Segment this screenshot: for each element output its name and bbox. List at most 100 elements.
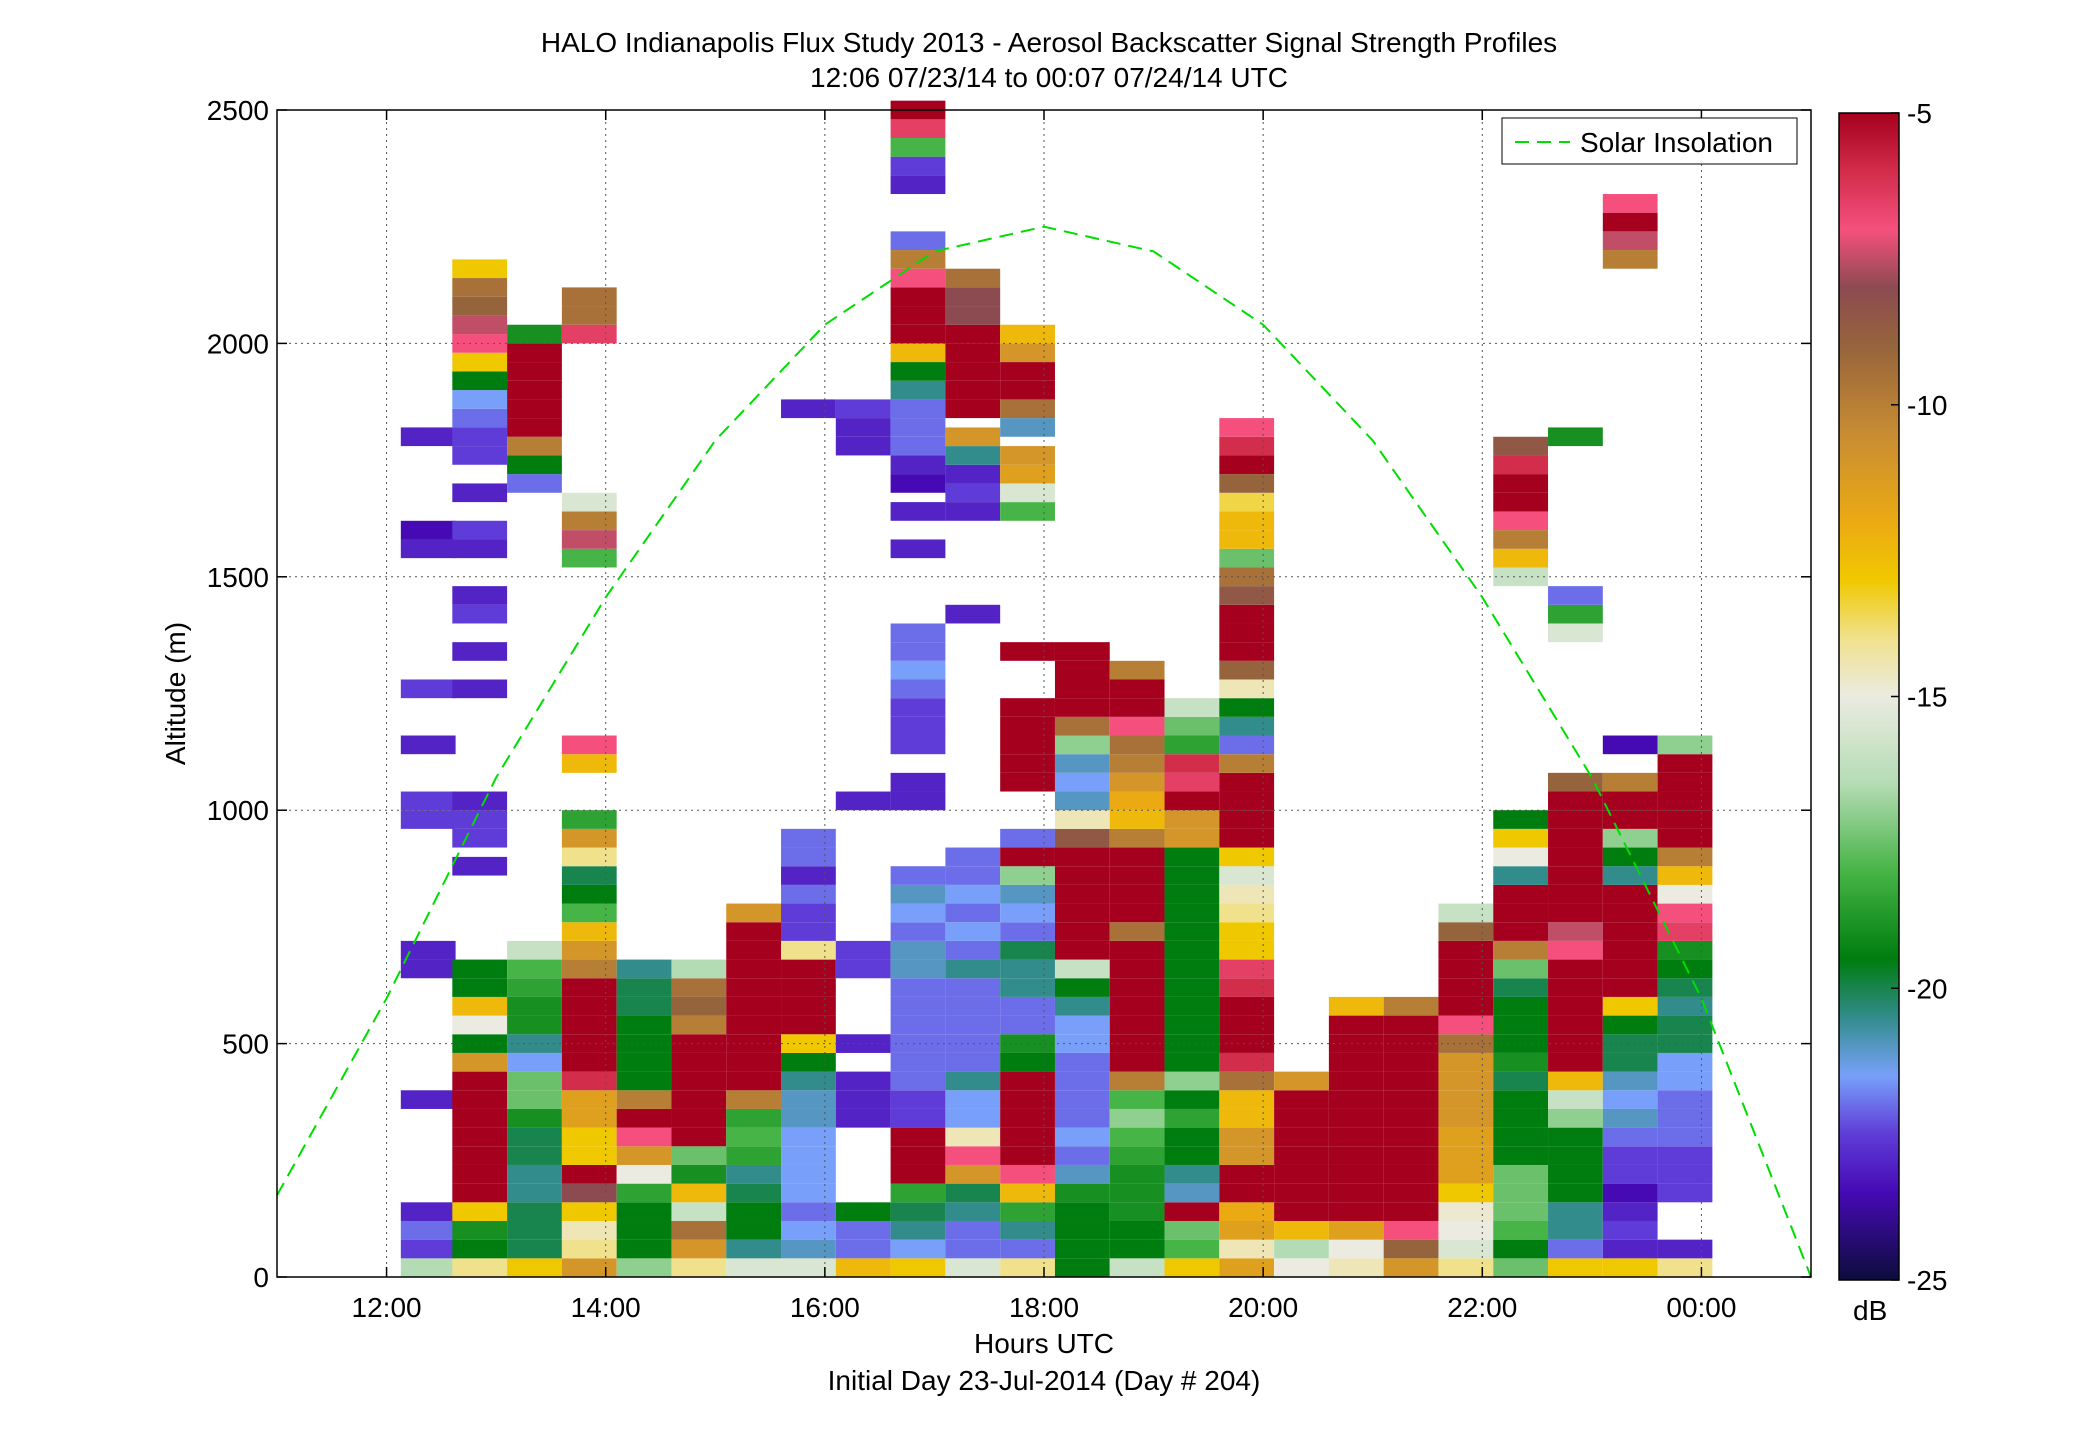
heatmap-cell-13-32 — [1109, 660, 1165, 680]
heatmap-cell-19-15 — [1438, 978, 1494, 997]
heatmap-cell-22-17 — [1602, 940, 1658, 960]
heatmap-cell-13-17 — [1109, 940, 1165, 960]
heatmap-cell-22-25 — [1602, 791, 1658, 811]
heatmap-cell-2-12 — [507, 1034, 562, 1053]
heatmap-cell-3-15 — [561, 978, 617, 997]
heatmap-cell-13-19 — [1109, 903, 1165, 923]
heatmap-cell-9-37 — [890, 399, 946, 419]
heatmap-cell-12-28 — [1054, 735, 1110, 755]
heatmap-cell-11-14 — [1000, 996, 1055, 1016]
heatmap-cell-11-13 — [1000, 1015, 1055, 1035]
heatmap-cell-7-2 — [781, 1220, 836, 1240]
heatmap-cell-23-18 — [1657, 884, 1713, 904]
heatmap-cell-23-3 — [1657, 1164, 1713, 1184]
x-axis-label: Hours UTC — [974, 1328, 1114, 1359]
heatmap-cell-14-15 — [1164, 978, 1220, 997]
heatmap-cell-4-2 — [616, 1220, 672, 1240]
heatmap-cell-14-6 — [1164, 1146, 1220, 1165]
heatmap-cell-21-16 — [1548, 959, 1603, 979]
y-tick-label-3: 1500 — [207, 562, 269, 593]
heatmap-cell-15-19 — [1219, 903, 1275, 923]
heatmap-cell-7-7 — [781, 1127, 836, 1147]
heatmap-cell-14-25 — [1164, 791, 1220, 811]
heatmap-cell-13-20 — [1109, 884, 1165, 904]
heatmap-cell-11-39 — [1000, 324, 1055, 344]
heatmap-cell-9-4 — [890, 1183, 946, 1203]
heatmap-cell-23-17 — [1657, 903, 1713, 923]
heatmap-cell-8-13 — [835, 399, 891, 419]
heatmap-cell-23-8 — [1657, 1071, 1713, 1091]
heatmap-cell-17-2 — [1328, 1220, 1384, 1240]
heatmap-cell-4-1 — [616, 1239, 672, 1259]
heatmap-cell-8-8 — [835, 959, 891, 979]
heatmap-cell-12-16 — [1054, 959, 1110, 979]
heatmap-cell-14-0 — [1164, 1258, 1220, 1277]
heatmap-cell-15-30 — [1219, 698, 1275, 717]
heatmap-cell-18-11 — [1383, 1052, 1439, 1072]
heatmap-cell-9-3 — [890, 1202, 946, 1221]
heatmap-cell-13-5 — [1109, 1164, 1165, 1184]
heatmap-cell-21-14 — [1548, 996, 1603, 1016]
heatmap-cell-3-5 — [561, 1164, 617, 1184]
heatmap-cell-14-30 — [1164, 698, 1220, 717]
heatmap-cell-8-10 — [835, 791, 891, 811]
heatmap-cell-19-2 — [1438, 1220, 1494, 1240]
heatmap-cell-3-31 — [561, 324, 617, 344]
heatmap-cell-9-6 — [890, 1146, 946, 1165]
heatmap-cell-22-1 — [1602, 1239, 1658, 1259]
heatmap-cell-20-4 — [1493, 1183, 1549, 1203]
heatmap-cell-20-9 — [1493, 1090, 1549, 1109]
heatmap-cell-9-34 — [890, 455, 946, 475]
heatmap-cell-10-4 — [945, 1183, 1001, 1203]
heatmap-cell-22-2 — [1602, 1220, 1658, 1240]
heatmap-cell-15-38 — [1219, 548, 1275, 568]
line-series — [276, 225, 1812, 1278]
heatmap-cell-21-17 — [1548, 940, 1603, 960]
heatmap-cell-1-15 — [452, 978, 508, 997]
heatmap-cell-21-3 — [1548, 1202, 1603, 1221]
heatmap-cell-5-1 — [671, 1239, 727, 1259]
heatmap-cell-13-26 — [1109, 772, 1165, 792]
colorbar-tick-label-0: -25 — [1907, 1265, 1947, 1296]
heatmap-cell-1-22 — [452, 642, 508, 661]
heatmap-cell-6-2 — [726, 1220, 782, 1240]
heatmap-cell-13-4 — [1109, 1183, 1165, 1203]
heatmap-cell-18-4 — [1383, 1183, 1439, 1203]
heatmap-cell-13-29 — [1109, 716, 1165, 736]
heatmap-cell-10-35 — [945, 287, 1001, 307]
heatmap-cell-1-1 — [452, 1239, 508, 1259]
heatmap-cell-21-0 — [1548, 1258, 1603, 1277]
heatmap-cell-21-25 — [1548, 791, 1603, 811]
heatmap-cell-17-1 — [1328, 1239, 1384, 1259]
x-tick-label-3: 18:00 — [1009, 1292, 1079, 1323]
colorbar-label: dB — [1853, 1295, 1887, 1326]
heatmap-cell-21-23 — [1548, 828, 1603, 848]
heatmap-cell-20-27 — [1493, 530, 1549, 549]
heatmap-cell-9-43 — [890, 287, 946, 307]
heatmap-cell-12-25 — [1054, 791, 1110, 811]
heatmap-cell-14-1 — [1164, 1239, 1220, 1259]
x-tick-label-6: 00:00 — [1666, 1292, 1736, 1323]
heatmap-cell-2-15 — [507, 978, 562, 997]
heatmap-cell-14-13 — [1164, 1015, 1220, 1035]
heatmap-cell-10-31 — [945, 362, 1001, 381]
heatmap-cell-14-24 — [1164, 810, 1220, 829]
heatmap-cell-23-16 — [1657, 922, 1713, 941]
heatmap-cell-10-3 — [945, 1202, 1001, 1221]
heatmap-cell-8-1 — [835, 1239, 891, 1259]
heatmap-cell-18-6 — [1383, 1146, 1439, 1165]
heatmap-cell-11-4 — [1000, 1183, 1055, 1203]
heatmap-cell-10-18 — [945, 922, 1001, 941]
heatmap-cell-21-19 — [1548, 903, 1603, 923]
heatmap-cell-8-4 — [835, 1108, 891, 1128]
heatmap-cell-22-27 — [1602, 735, 1658, 755]
heatmap-cell-11-31 — [1000, 483, 1055, 503]
heatmap-cell-12-21 — [1054, 866, 1110, 885]
heatmap-cell-9-32 — [890, 502, 946, 521]
heatmap-cell-6-8 — [726, 1108, 782, 1128]
heatmap-cell-6-15 — [726, 978, 782, 997]
heatmap-cell-11-25 — [1000, 754, 1055, 773]
heatmap-cell-12-3 — [1054, 1202, 1110, 1221]
heatmap-cell-23-2 — [1657, 1183, 1713, 1203]
heatmap-cell-10-22 — [945, 847, 1001, 867]
